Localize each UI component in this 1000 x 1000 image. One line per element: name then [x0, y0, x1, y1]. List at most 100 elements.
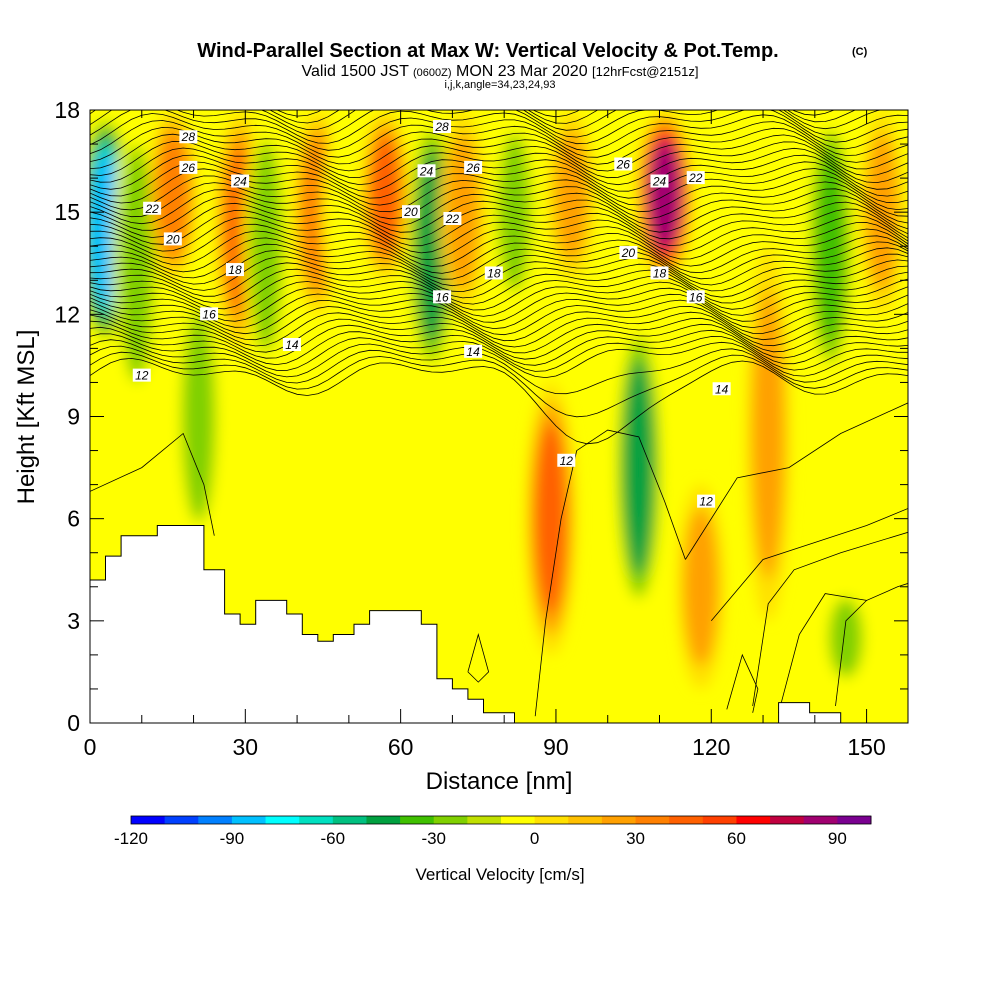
theta-contour-line — [90, 174, 908, 213]
colorbar-tick-label: -120 — [114, 829, 148, 848]
colorbar-swatch — [299, 816, 334, 824]
x-axis-label: Distance [nm] — [426, 768, 573, 795]
y-tick-label: 18 — [54, 97, 80, 123]
theta-contour-label: 22 — [143, 201, 162, 216]
x-tick-label: 30 — [233, 734, 259, 760]
theta-contour-label: 14 — [282, 337, 301, 352]
theta-contour-line — [90, 194, 908, 233]
x-axis-ticks: 0 30 60 90 120 150 — [84, 110, 886, 760]
theta-contour-label: 26 — [179, 160, 198, 175]
theta-contour-line — [90, 133, 908, 172]
svg-text:16: 16 — [202, 307, 216, 321]
theta-contour-label: 12 — [132, 368, 151, 383]
svg-text:18: 18 — [653, 266, 667, 280]
theta-contour-line — [90, 304, 908, 342]
svg-text:18: 18 — [228, 263, 242, 277]
theta-contour-line — [90, 215, 908, 254]
theta-contour-line — [752, 531, 908, 707]
velocity-cell-12-1 — [534, 423, 567, 615]
y-tick-label: 3 — [67, 608, 80, 634]
grid-indices: i,j,k,angle=34,23,24,93 — [444, 79, 555, 91]
theta-contour-label: 16 — [686, 290, 705, 304]
colorbar-swatch — [635, 816, 670, 824]
velocity-field — [90, 110, 905, 689]
theta-contour-line — [90, 293, 908, 330]
theta-contour-label: 16 — [200, 307, 219, 321]
velocity-cell-13-1 — [554, 129, 589, 262]
theta-contour-line — [90, 235, 908, 274]
velocity-cell-17-1 — [752, 288, 785, 579]
svg-text:18: 18 — [487, 266, 501, 280]
theta-contour-line — [90, 326, 908, 366]
valid-utc: (0600Z) — [413, 67, 452, 79]
valid-prefix: Valid 1500 JST — [302, 63, 410, 80]
x-tick-label: 60 — [388, 734, 414, 760]
terrain — [90, 525, 842, 723]
theta-contour-line — [90, 222, 908, 261]
velocity-cell-3-1 — [182, 310, 216, 523]
theta-contour-line — [90, 320, 908, 360]
theta-contour-label: 16 — [433, 290, 452, 304]
theta-contour-label: 26 — [614, 157, 633, 171]
colorbar-label: Vertical Velocity [cm/s] — [415, 865, 584, 884]
theta-contour-line — [90, 271, 908, 311]
colorbar-tick-label: -90 — [220, 829, 245, 848]
colorbar-tick-label: -60 — [321, 829, 346, 848]
theta-contour-line — [90, 208, 908, 247]
theta-contour-line — [90, 259, 908, 299]
y-tick-label: 15 — [54, 199, 80, 225]
x-tick-label: 120 — [692, 734, 730, 760]
theta-contour-line — [90, 113, 908, 152]
colorbar-tick-label: 60 — [727, 829, 746, 848]
theta-contour-line — [710, 508, 908, 622]
colorbar-swatch — [669, 816, 704, 824]
theta-contour-line — [90, 339, 908, 379]
theta-contour-label: 20 — [619, 246, 638, 260]
velocity-cell-7-1 — [322, 110, 365, 315]
y-axis-label: Height [Kft MSL] — [13, 330, 40, 505]
theta-contour-line — [90, 351, 908, 418]
svg-text:12: 12 — [560, 454, 574, 468]
velocity-cell-5-1 — [249, 140, 283, 352]
theta-contour-line — [778, 593, 867, 713]
svg-text:26: 26 — [181, 161, 196, 175]
svg-text:22: 22 — [445, 212, 460, 226]
theta-contour-line — [534, 429, 686, 717]
svg-text:14: 14 — [715, 382, 729, 396]
colorbar-tick-label: 0 — [530, 829, 539, 848]
colorbar-swatch — [837, 816, 872, 824]
svg-text:20: 20 — [403, 205, 418, 219]
theta-contour-line — [90, 286, 908, 323]
theta-contour-line — [90, 181, 908, 220]
theta-contour-label: 24 — [650, 174, 669, 189]
theta-contour-line — [90, 265, 908, 305]
theta-contour-label: 24 — [231, 174, 250, 189]
velocity-cell-16-1 — [683, 507, 718, 666]
theta-contour-line — [90, 278, 908, 317]
theta-contour-line — [90, 188, 908, 226]
theta-contour-label: 14 — [464, 344, 483, 359]
chart-title: Wind-Parallel Section at Max W: Vertical… — [197, 40, 778, 62]
colorbar-swatch — [265, 816, 300, 824]
theta-contour-line — [90, 110, 908, 138]
velocity-cell-11-1 — [498, 132, 531, 292]
colorbar-swatch — [803, 816, 838, 824]
colorbar-swatch — [332, 816, 367, 824]
theta-contour-line — [90, 161, 908, 199]
colorbar-swatch — [568, 816, 603, 824]
theta-contour-line — [90, 309, 908, 348]
svg-text:16: 16 — [435, 290, 449, 304]
colorbar-tick-label: 90 — [828, 829, 847, 848]
colorbar-swatch — [131, 816, 166, 824]
theta-contour-line — [90, 299, 908, 336]
valid-line: Valid 1500 JST (0600Z) MON 23 Mar 2020 [… — [302, 63, 699, 80]
colorbar-swatch — [702, 816, 737, 824]
theta-contour-line — [90, 126, 908, 165]
colorbar-swatch — [198, 816, 233, 824]
theta-contour-line — [90, 228, 908, 267]
y-tick-label: 0 — [67, 710, 80, 736]
theta-contour-line — [90, 333, 908, 372]
theta-contour-label: 28 — [179, 130, 198, 144]
colorbar — [130, 815, 872, 825]
svg-text:20: 20 — [165, 232, 180, 246]
